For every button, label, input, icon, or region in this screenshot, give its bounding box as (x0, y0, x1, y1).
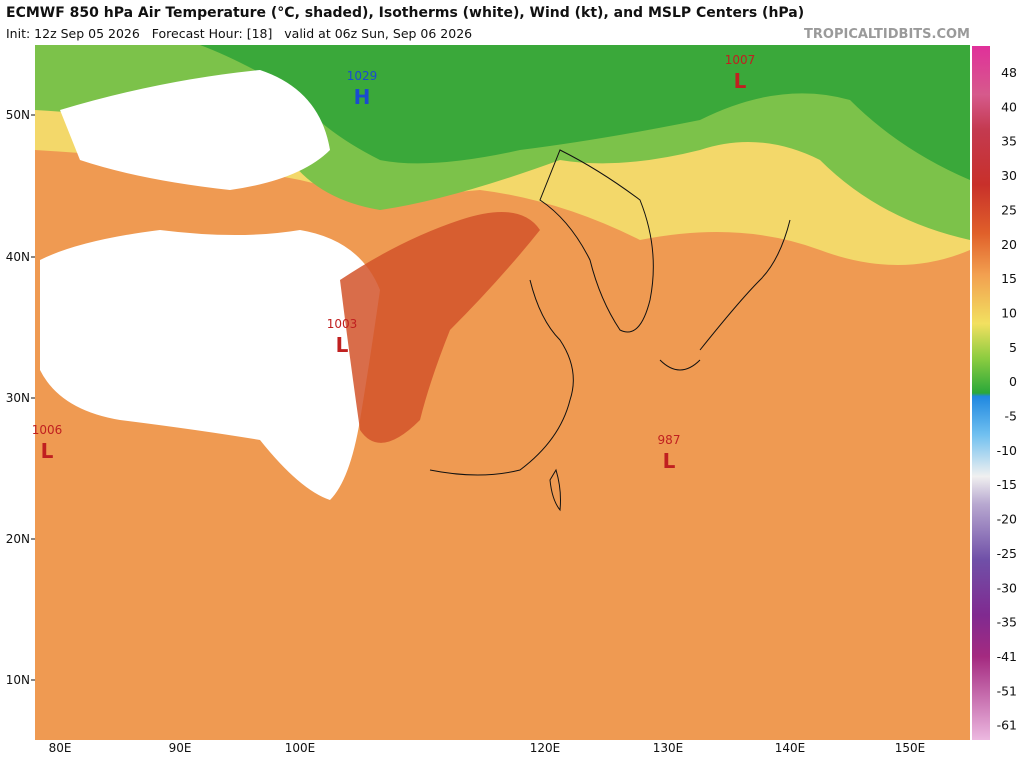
colorbar-label: -35 (997, 615, 1017, 630)
brand: TROPICALTIDBITS.COM (804, 27, 970, 42)
lat-label: 30N (6, 391, 30, 405)
colorbar-label: -20 (997, 512, 1017, 527)
colorbar-label: 15 (1001, 271, 1017, 286)
pressure-value: 987 (658, 433, 681, 447)
colorbar-label: 40 (1001, 99, 1017, 114)
longitude-labels: 80E 90E 100E 120E 130E 140E 150E (49, 741, 926, 755)
coastline (539, 149, 654, 333)
colorbar-label: -30 (997, 580, 1017, 595)
china-coast (429, 279, 574, 476)
pressure-symbol: H (354, 85, 371, 109)
map (35, 45, 970, 740)
pressure-value: 1029 (347, 69, 378, 83)
colorbar-label: -25 (997, 546, 1017, 561)
lon-label: 120E (530, 741, 561, 755)
lat-label: 40N (6, 250, 30, 264)
colorbar-label: -51 (997, 683, 1017, 698)
pressure-symbol: L (734, 69, 747, 93)
colorbar-label: -5 (1005, 409, 1017, 424)
pressure-value: 1006 (32, 423, 63, 437)
latitude-labels: 50N 40N 30N 20N 10N (6, 108, 35, 687)
pressure-value: 1007 (725, 53, 756, 67)
lon-label: 150E (895, 741, 926, 755)
lat-label: 20N (6, 532, 30, 546)
colorbar-label: 0 (1009, 374, 1017, 389)
pressure-symbol: L (336, 333, 349, 357)
colorbar-label: 25 (1001, 202, 1017, 217)
lon-label: 100E (285, 741, 316, 755)
taiwan (549, 468, 561, 512)
tibet-plateau (40, 230, 380, 500)
cool-band (200, 45, 970, 180)
pressure-symbol: L (663, 449, 676, 473)
colorbar-label: 5 (1009, 340, 1017, 355)
japan-coast (659, 219, 791, 371)
colorbar-labels: 48 40 35 30 25 20 15 10 5 0 -5 -10 -15 -20 -25 -30 -35 -4… (997, 65, 1017, 733)
pressure-value: 1003 (327, 317, 358, 331)
title: ECMWF 850 hPa Air Temperature (°C, shade… (6, 5, 804, 21)
pressure-centers: 1029 H 1007 L 1003 L 1006 L 987 L (32, 53, 756, 473)
colorbar-label: 30 (1001, 168, 1017, 183)
lon-label: 140E (775, 741, 806, 755)
colorbar-label: -41 (997, 649, 1017, 664)
pressure-symbol: L (41, 439, 54, 463)
mongolia-high-terrain (60, 70, 330, 190)
colorbar-label: -61 (997, 718, 1017, 733)
lon-label: 80E (49, 741, 72, 755)
hot-core (340, 212, 540, 443)
lat-label: 10N (6, 673, 30, 687)
colorbar-label: 10 (1001, 305, 1017, 320)
subtitle: Init: 12z Sep 05 2026 Forecast Hour: [18… (6, 26, 472, 41)
colorbar-label: 48 (1001, 65, 1017, 80)
colorbar-label: 35 (1001, 134, 1017, 149)
lon-label: 90E (169, 741, 192, 755)
colorbar-label: -10 (997, 443, 1017, 458)
lon-label: 130E (653, 741, 684, 755)
colorbar-label: -15 (997, 477, 1017, 492)
colorbar-label: 20 (1001, 237, 1017, 252)
colorbar (972, 46, 990, 740)
lat-label: 50N (6, 108, 30, 122)
